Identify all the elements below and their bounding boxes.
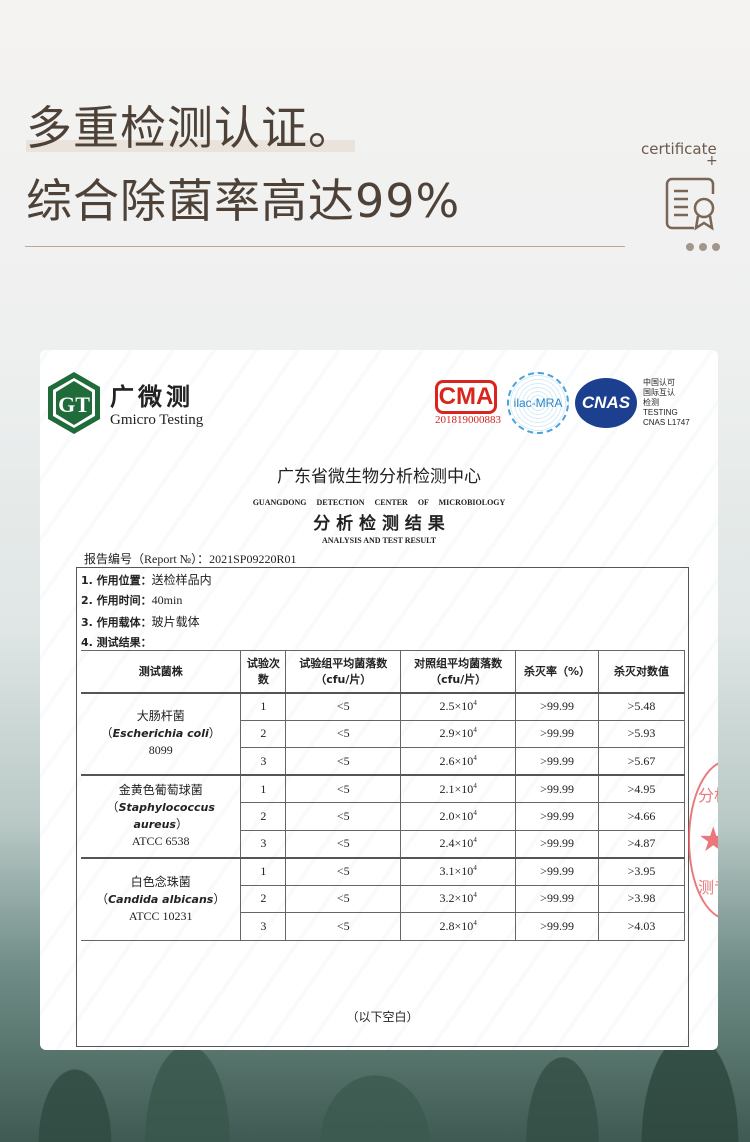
table-cell: >99.99	[515, 829, 600, 858]
table-row: 大肠杆菌 （Escherichia coli） 8099 1 <5 2.5×104 >99.…	[81, 691, 685, 776]
table-row: 2 <5 2.9×104 >99.99 >5.93	[81, 719, 685, 748]
table-cell: 3.2×104	[400, 884, 517, 913]
column-header: 杀灭率（%）	[515, 650, 600, 693]
table-cell: 2.5×104	[400, 691, 517, 721]
table-cell: >99.99	[515, 719, 600, 748]
cnas-mark: CNAS	[575, 378, 637, 428]
gt-logo-icon: GT	[48, 372, 100, 434]
table-cell: <5	[285, 747, 402, 776]
info-item: 3. 作用载体：玻片载体	[81, 615, 200, 629]
table-cell: >4.66	[598, 802, 685, 831]
table-row: 3 <5 2.4×104 >99.99 >4.87	[81, 829, 685, 858]
table-row: 3 <5 2.6×104 >99.99 >5.67	[81, 747, 685, 776]
table-cell: 1	[240, 856, 287, 886]
strain-cell: 金黄色葡萄球菌 （Staphylococcus aureus） ATCC 6538	[81, 774, 242, 858]
pagination-dots	[686, 243, 720, 251]
info-item: 2. 作用时间：40min	[81, 593, 183, 607]
table-cell: <5	[285, 829, 402, 858]
table-row: 3 <5 2.8×104 >99.99 >4.03	[81, 912, 685, 941]
logo-en: Gmicro Testing	[110, 412, 204, 428]
table-cell: 2.6×104	[400, 747, 517, 776]
table-cell: 1	[240, 691, 287, 721]
table-cell: >4.03	[598, 912, 685, 941]
table-cell: >5.93	[598, 719, 685, 748]
table-cell: 2.8×104	[400, 912, 517, 941]
column-header: 试验组平均菌落数（cfu/片）	[285, 650, 402, 693]
report-title-en: ANALYSIS AND TEST RESULT	[321, 536, 437, 545]
report-number: 报告编号（Report №）：2021SP09220R01	[84, 552, 297, 566]
table-cell: >99.99	[515, 802, 600, 831]
ilac-mra-mark: ilac-MRA	[507, 372, 569, 434]
table-cell: >4.95	[598, 774, 685, 803]
table-cell: 2	[240, 719, 287, 748]
table-cell: >99.99	[515, 774, 600, 803]
cma-mark: CMA 201819000883	[435, 380, 501, 426]
table-cell: 2.4×104	[400, 829, 517, 858]
results-table: 测试菌株 试验次数 试验组平均菌落数（cfu/片） 对照组平均菌落数（cfu/片） 杀灭…	[81, 650, 685, 941]
divider	[25, 246, 625, 247]
column-header: 测试菌株	[81, 650, 242, 693]
info-item: 1. 作用位置：送检样品内	[81, 573, 212, 587]
table-cell: >4.87	[598, 829, 685, 858]
table-cell: 2	[240, 802, 287, 831]
table-cell: >99.99	[515, 884, 600, 913]
column-header: 杀灭对数值	[598, 650, 685, 693]
table-row: 白色念珠菌 （Candida albicans） ATCC 10231 1 <5 3.1×…	[81, 856, 685, 941]
table-row: 2 <5 3.2×104 >99.99 >3.98	[81, 884, 685, 913]
strain-cell: 白色念珠菌 （Candida albicans） ATCC 10231	[81, 856, 242, 941]
plus-icon: +	[706, 153, 718, 169]
blank-note: （以下空白）	[346, 1010, 419, 1024]
table-cell: <5	[285, 856, 402, 886]
table-cell: >3.95	[598, 856, 685, 886]
table-cell: 3	[240, 829, 287, 858]
table-cell: <5	[285, 774, 402, 803]
table-cell: 2.1×104	[400, 774, 517, 803]
report-title-cn: 分 析 检 测 结 果	[313, 514, 445, 534]
table-cell: >99.99	[515, 912, 600, 941]
table-cell: >99.99	[515, 747, 600, 776]
accreditation-marks: CMA 201819000883 ilac-MRA CNAS 中国认可 国际互认 检测…	[435, 372, 690, 434]
table-cell: 3	[240, 747, 287, 776]
logo-cn: 广微测	[110, 383, 194, 411]
table-cell: >99.99	[515, 856, 600, 886]
gmicro-logo: GT 广微测 Gmicro Testing	[46, 370, 203, 436]
table-cell: <5	[285, 912, 402, 941]
test-report-card: GT 广微测 Gmicro Testing CMA 201819000883 ila…	[40, 350, 718, 1050]
table-cell: >5.48	[598, 691, 685, 721]
table-cell: >5.67	[598, 747, 685, 776]
table-cell: 1	[240, 774, 287, 803]
table-cell: <5	[285, 884, 402, 913]
result-box: 1. 作用位置：送检样品内 2. 作用时间：40min 3. 作用载体：玻片载体…	[76, 567, 689, 1047]
org-name-en: GUANGDONG DETECTION CENTER OF MICROBIOLO…	[252, 498, 506, 507]
column-header: 对照组平均菌落数（cfu/片）	[400, 650, 517, 693]
column-header: 试验次数	[240, 650, 287, 693]
table-row: 金黄色葡萄球菌 （Staphylococcus aureus） ATCC 6538 1…	[81, 774, 685, 858]
strain-cell: 大肠杆菌 （Escherichia coli） 8099	[81, 691, 242, 776]
headline-line2: 综合除菌率高达99%	[26, 174, 461, 228]
info-item: 4. 测试结果：	[81, 636, 152, 649]
table-cell: <5	[285, 802, 402, 831]
table-cell: 2	[240, 884, 287, 913]
headline-line1: 多重检测认证。	[26, 101, 355, 155]
table-cell: 2.9×104	[400, 719, 517, 748]
table-cell: >99.99	[515, 691, 600, 721]
certificate-label: certificate	[641, 140, 717, 158]
table-cell: 3	[240, 912, 287, 941]
cnas-text: 中国认可 国际互认 检测 TESTING CNAS L1747	[643, 378, 690, 427]
table-cell: 3.1×104	[400, 856, 517, 886]
table-cell: >3.98	[598, 884, 685, 913]
table-cell: 2.0×104	[400, 802, 517, 831]
table-row: 2 <5 2.0×104 >99.99 >4.66	[81, 802, 685, 831]
certificate-icon	[665, 177, 715, 231]
svg-text:GT: GT	[58, 392, 90, 417]
red-seal-stamp: 分析★测专	[688, 760, 718, 920]
table-cell: <5	[285, 719, 402, 748]
table-cell: <5	[285, 691, 402, 721]
org-name-cn: 广东省微生物分析检测中心	[277, 467, 481, 487]
